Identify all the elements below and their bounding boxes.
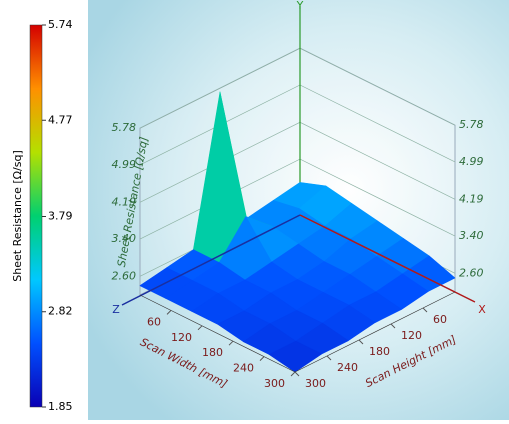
- z-tick-label: 120: [171, 331, 192, 344]
- y-tick-label-right: 4.99: [459, 155, 484, 168]
- z-tick: [228, 340, 234, 346]
- z-tick-label: 240: [233, 362, 254, 375]
- x-tick: [422, 307, 428, 313]
- x-axis: [299, 214, 476, 303]
- floor-edge: [294, 291, 456, 373]
- colorbar: [29, 24, 43, 408]
- x-tick-label: 180: [369, 345, 390, 358]
- colorbar-tick-label: 1.85: [48, 400, 73, 413]
- colorbar-tick-label: 3.79: [48, 209, 73, 222]
- y-tick-label-left: 3.40: [112, 232, 137, 245]
- colorbar-tick-label: 2.82: [48, 305, 73, 318]
- colorbar-tick-label: 4.77: [48, 113, 73, 126]
- y-tick-label-left: 5.78: [112, 121, 137, 134]
- y-tick-label-left: 2.60: [112, 269, 137, 282]
- z-tick-label: 60: [147, 315, 161, 328]
- z-axis-letter: Z: [112, 303, 120, 316]
- x-tick-label: 240: [337, 361, 358, 374]
- x-tick: [390, 323, 396, 329]
- z-tick-label: 300: [264, 377, 285, 390]
- z-tick: [197, 325, 203, 331]
- z-tick-label: 180: [202, 346, 223, 359]
- y-tick-label-left: 4.19: [112, 195, 137, 208]
- y-tick-label-right: 2.60: [459, 266, 484, 279]
- x-tick-label: 120: [401, 329, 422, 342]
- x-tick: [294, 371, 300, 377]
- y-tick-label-right: 3.40: [459, 229, 484, 242]
- colorbar-title: Sheet Resistance [Ω/sq]: [11, 150, 24, 281]
- z-tick: [290, 371, 296, 377]
- x-tick: [326, 355, 332, 361]
- x-tick-label: 300: [305, 377, 326, 390]
- y-tick-label-right: 4.19: [459, 192, 484, 205]
- z-axis: [121, 214, 301, 306]
- x-tick: [358, 339, 364, 345]
- z-tick: [259, 356, 265, 361]
- z-tick: [166, 310, 172, 315]
- y-axis-letter: Y: [296, 0, 304, 12]
- colorbar-tick-label: 5.74: [48, 18, 73, 31]
- floor-edge: [139, 294, 296, 373]
- x-axis-letter: X: [478, 303, 486, 316]
- y-tick-label-left: 4.99: [112, 158, 137, 171]
- x-tick-label: 60: [433, 313, 447, 326]
- y-tick-label-right: 5.78: [459, 118, 484, 131]
